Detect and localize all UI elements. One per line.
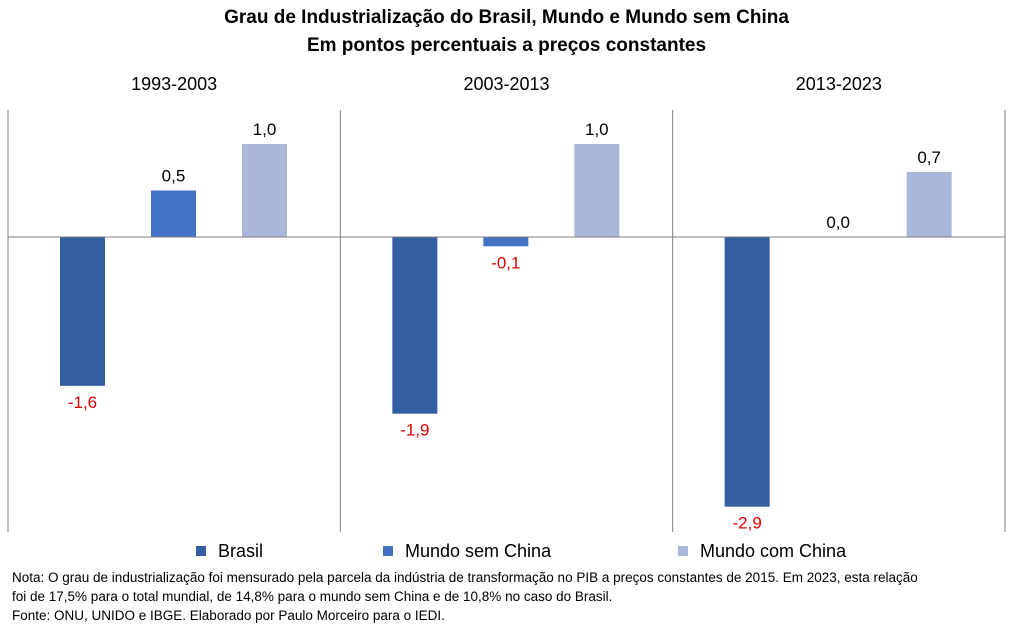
data-label-mundo-com-china-2: 1,0	[585, 120, 609, 139]
data-label-mundo-com-china-3: 0,7	[917, 148, 941, 167]
bar-mundo-com-china-2	[574, 144, 620, 237]
legend-swatch-mundo-com-china	[678, 546, 688, 556]
data-label-mundo-com-china-1: 1,0	[253, 120, 277, 139]
bar-brasil-2	[392, 237, 438, 414]
chart-subtitle: Em pontos percentuais a preços constante…	[306, 35, 707, 56]
legend-item-mundo-sem-china: Mundo sem China	[383, 538, 551, 564]
bar-brasil-3	[724, 237, 770, 507]
note-line-3: Fonte: ONU, UNIDO e IBGE. Elaborado por …	[12, 608, 445, 623]
footnote: Nota: O grau de industrialização foi men…	[12, 568, 1007, 625]
note-line-1: Nota: O grau de industrialização foi men…	[12, 570, 918, 585]
legend-swatch-brasil	[196, 546, 206, 556]
bar-chart: 1993-2003 -1,6 0,5 1,0 2003-2013 -1,9 -0,1 1,0 2…	[7, 74, 1006, 533]
panel-label-3: 2013-2023	[796, 74, 882, 94]
data-label-brasil-3: -2,9	[733, 514, 762, 533]
data-label-mundo-sem-china-3: 0,0	[826, 213, 850, 232]
bar-mundo-sem-china-2	[483, 237, 529, 247]
legend-label-mundo-com-china: Mundo com China	[700, 541, 847, 561]
data-label-brasil-2: -1,9	[400, 421, 429, 440]
legend-swatch-mundo-sem-china	[383, 546, 393, 556]
panel-label-2: 2003-2013	[463, 74, 549, 94]
legend-item-mundo-com-china: Mundo com China	[678, 538, 846, 564]
chart-title: Grau de Industrialização do Brasil, Mund…	[224, 7, 789, 28]
bar-mundo-com-china-1	[242, 144, 287, 237]
data-label-mundo-sem-china-1: 0,5	[162, 167, 186, 186]
legend-label-mundo-sem-china: Mundo sem China	[405, 541, 552, 561]
note-line-2: foi de 17,5% para o total mundial, de 14…	[12, 589, 613, 604]
panel-label-1: 1993-2003	[131, 74, 217, 94]
data-label-brasil-1: -1,6	[68, 393, 97, 412]
legend-item-brasil: Brasil	[196, 538, 263, 564]
bar-brasil-1	[60, 237, 105, 386]
bar-mundo-sem-china-1	[151, 190, 196, 237]
legend-label-brasil: Brasil	[218, 541, 264, 561]
bar-mundo-com-china-3	[906, 171, 952, 237]
data-label-mundo-sem-china-2: -0,1	[491, 253, 520, 272]
legend: Brasil Mundo sem China Mundo com China	[0, 538, 1013, 564]
